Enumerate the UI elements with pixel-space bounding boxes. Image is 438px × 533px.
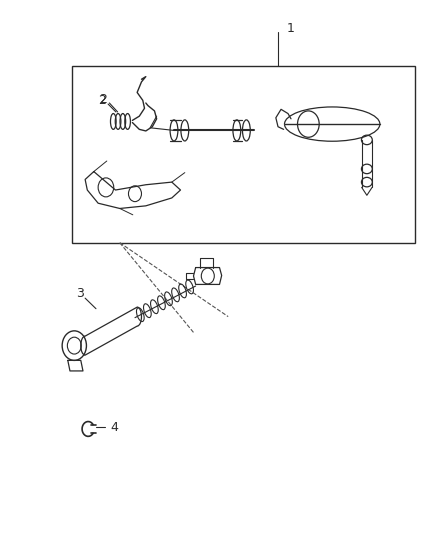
Text: 2: 2 (99, 93, 107, 106)
Text: 4: 4 (110, 422, 118, 434)
Text: 3: 3 (76, 287, 84, 301)
Text: 2: 2 (97, 94, 105, 107)
Bar (72, 66, 413, 243)
Text: 1: 1 (286, 22, 294, 35)
